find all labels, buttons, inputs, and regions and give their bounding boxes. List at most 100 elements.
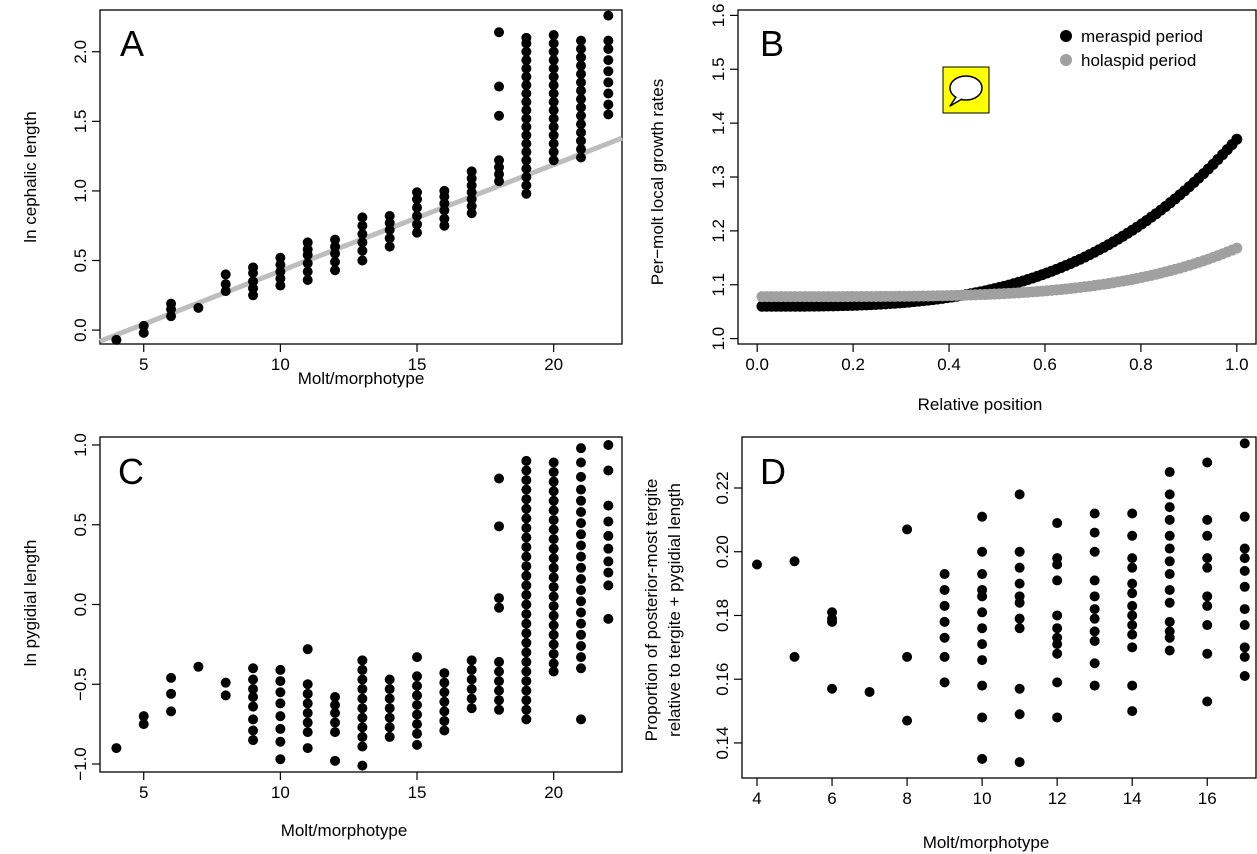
data-point	[384, 210, 395, 221]
panel-b-letter: B	[760, 23, 784, 64]
data-point	[603, 99, 614, 110]
data-point	[548, 486, 559, 497]
data-point	[220, 286, 231, 297]
data-point	[439, 706, 450, 717]
data-point	[521, 180, 532, 191]
data-point	[752, 559, 763, 570]
data-point	[384, 233, 395, 244]
data-point	[220, 690, 231, 701]
data-point	[1089, 626, 1100, 637]
data-point	[548, 138, 559, 149]
data-point	[548, 514, 559, 525]
y-tick-label: 0.20	[713, 535, 732, 568]
data-point	[521, 714, 532, 725]
y-tick-label: 0.14	[713, 726, 732, 759]
data-point	[439, 205, 450, 216]
data-point	[494, 656, 505, 667]
data-point	[1014, 683, 1025, 694]
data-point	[548, 146, 559, 157]
data-point	[521, 513, 532, 524]
data-point	[275, 736, 286, 747]
legend-label-holaspid: holaspid period	[1081, 51, 1196, 70]
data-point	[548, 601, 559, 612]
data-point	[248, 701, 259, 712]
data-point	[548, 658, 559, 669]
panel-c: 5 10 15 20 −1.0 −0.5 0.0 0.5 1.0 C Molt/morphoty…	[21, 433, 623, 840]
data-point	[439, 696, 450, 707]
data-point	[977, 753, 988, 764]
data-point	[576, 144, 587, 155]
data-point	[576, 518, 587, 529]
data-point	[576, 484, 587, 495]
data-point	[1127, 680, 1138, 691]
data-point	[902, 715, 913, 726]
data-point-meraspid	[1231, 133, 1243, 145]
data-point	[548, 524, 559, 535]
data-point	[521, 138, 532, 149]
y-tick-label: 0.22	[713, 471, 732, 504]
data-point	[864, 686, 875, 697]
data-point	[220, 677, 231, 688]
data-point	[302, 743, 313, 754]
data-point	[138, 320, 149, 331]
data-point	[1127, 578, 1138, 589]
panel-a-frame	[99, 9, 623, 345]
data-point	[548, 553, 559, 564]
x-tick-label: 0.2	[841, 355, 865, 374]
speech-bubble-icon[interactable]	[942, 66, 990, 114]
data-point	[1127, 600, 1138, 611]
data-point	[1014, 578, 1025, 589]
x-tick-label: 5	[139, 783, 148, 802]
data-point	[1127, 629, 1138, 640]
data-point	[1239, 438, 1250, 449]
y-tick-label: −1.0	[71, 747, 90, 781]
data-point	[576, 629, 587, 640]
data-point	[1127, 508, 1138, 519]
data-point	[1127, 642, 1138, 653]
data-point	[521, 503, 532, 514]
data-point	[1202, 530, 1213, 541]
data-point	[1239, 642, 1250, 653]
data-point	[521, 704, 532, 715]
y-tick-label: 1.0	[709, 327, 728, 351]
data-point	[412, 227, 423, 238]
data-point	[412, 652, 423, 663]
data-point	[1014, 597, 1025, 608]
panel-a-ticks: 5 10 15 20 0.0 0.5 1.0 1.5 2.0	[71, 40, 563, 374]
data-point	[603, 109, 614, 120]
data-point	[1239, 511, 1250, 522]
data-point	[439, 725, 450, 736]
panel-a-letter: A	[120, 23, 144, 64]
x-tick-label: 20	[544, 783, 563, 802]
data-point	[494, 602, 505, 613]
data-point	[1164, 645, 1175, 656]
data-point	[466, 180, 477, 191]
data-point	[548, 591, 559, 602]
data-point	[384, 731, 395, 742]
data-point	[1239, 581, 1250, 592]
data-point	[1202, 591, 1213, 602]
data-point	[439, 687, 450, 698]
data-point	[494, 176, 505, 187]
data-point	[302, 237, 313, 248]
data-point	[466, 703, 477, 714]
data-point	[521, 113, 532, 124]
data-point	[412, 700, 423, 710]
data-point	[330, 717, 341, 728]
data-point	[1202, 514, 1213, 525]
data-point	[1014, 546, 1025, 557]
data-point	[1052, 648, 1063, 659]
data-point	[494, 676, 505, 687]
data-point	[576, 102, 587, 113]
data-point	[548, 96, 559, 107]
data-point	[548, 629, 559, 640]
data-point	[1089, 604, 1100, 615]
data-point	[384, 674, 395, 685]
data-point	[248, 714, 259, 725]
data-point	[548, 55, 559, 66]
data-point	[521, 96, 532, 107]
data-point	[466, 187, 477, 198]
data-point	[576, 35, 587, 46]
data-point	[384, 217, 395, 228]
